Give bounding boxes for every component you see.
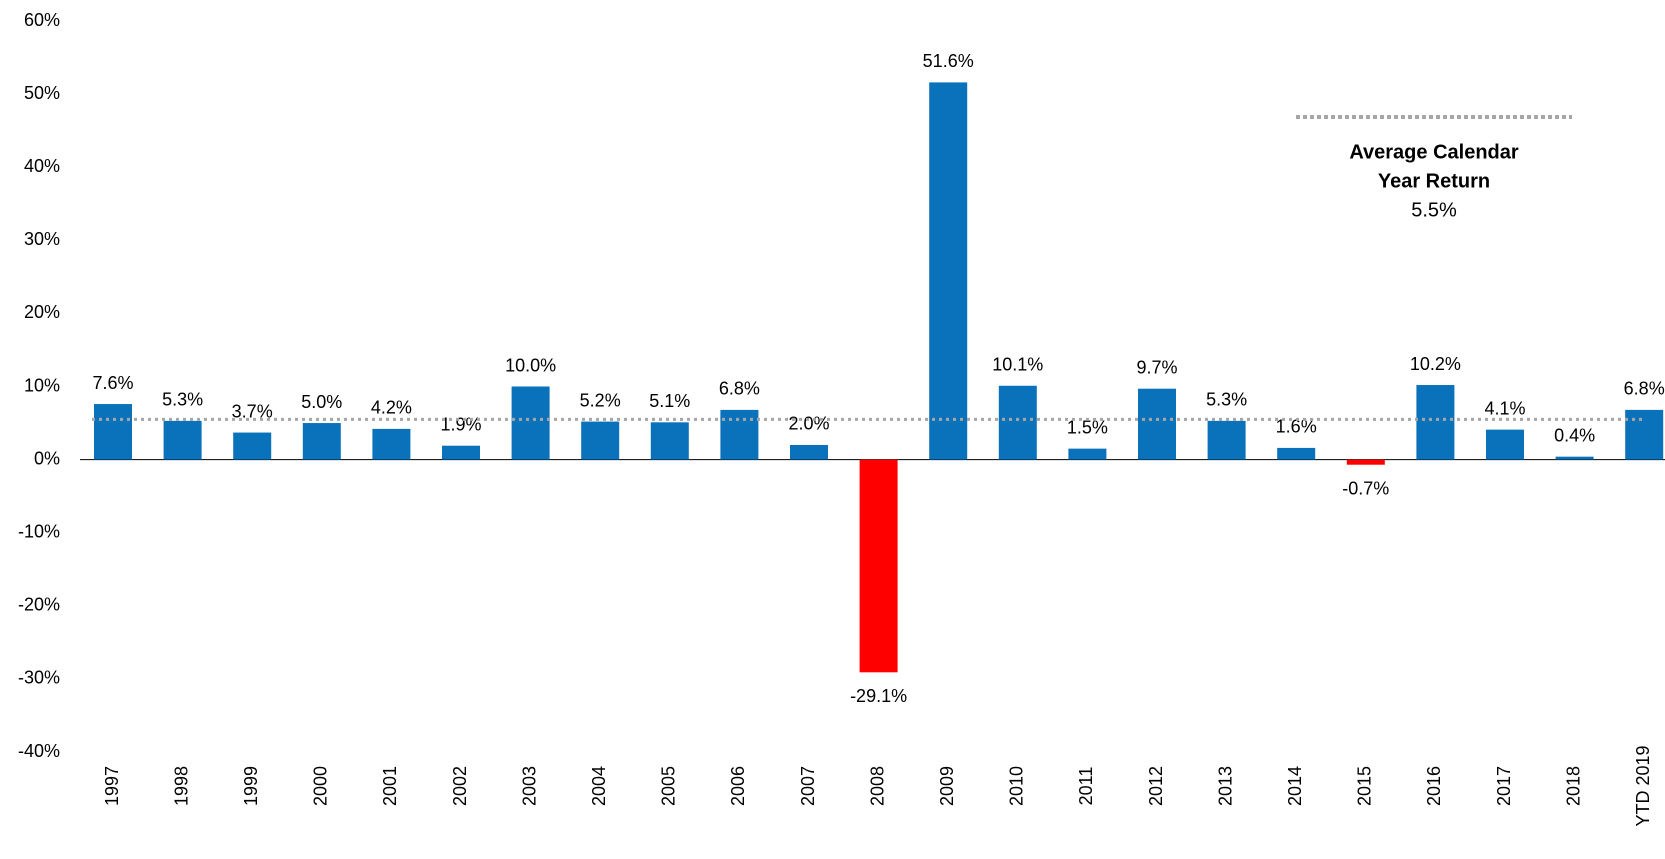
legend-label: Year Return <box>1378 170 1490 192</box>
value-label: 5.3% <box>162 390 203 410</box>
legend-label: Average Calendar <box>1349 141 1519 163</box>
bar <box>442 445 480 460</box>
bar <box>1486 429 1524 460</box>
bar <box>998 385 1037 460</box>
value-label: 1.5% <box>1067 417 1108 437</box>
y-tick-label: 20% <box>24 302 60 322</box>
x-tick-label: 1998 <box>171 766 191 806</box>
value-label: 5.3% <box>1206 390 1247 410</box>
bar <box>1277 447 1316 460</box>
x-tick-label: 2003 <box>519 766 539 806</box>
x-tick-label: 1997 <box>102 766 122 806</box>
x-tick-label: 2017 <box>1494 766 1514 806</box>
x-tick-label: 2002 <box>450 766 470 806</box>
bar <box>1555 456 1594 460</box>
value-label: 1.9% <box>440 414 481 434</box>
value-label: 5.1% <box>649 391 690 411</box>
value-label: 2.0% <box>788 414 829 434</box>
bar <box>1068 448 1107 460</box>
bar <box>859 459 898 673</box>
bar <box>94 404 132 460</box>
x-tick-label: 2004 <box>589 766 609 806</box>
y-tick-label: 60% <box>24 10 60 30</box>
x-tick-label: 2011 <box>1076 767 1096 806</box>
y-tick-label: 30% <box>24 229 60 249</box>
x-tick-label: 2013 <box>1215 766 1235 806</box>
value-label: 0.4% <box>1554 425 1595 445</box>
y-tick-label: -40% <box>18 741 60 761</box>
value-label: 4.1% <box>1484 398 1525 418</box>
value-label: 4.2% <box>371 398 412 418</box>
y-tick-label: -20% <box>18 595 60 615</box>
bar <box>1346 459 1385 465</box>
x-tick-label: 2000 <box>311 766 331 806</box>
y-tick-label: -10% <box>18 521 60 541</box>
bar <box>929 82 968 460</box>
x-tick-label: 2015 <box>1355 766 1375 806</box>
value-label: 10.1% <box>992 355 1043 375</box>
x-tick-label: 2005 <box>659 766 679 806</box>
x-tick-label: 2010 <box>1007 766 1027 806</box>
x-tick-label: 2001 <box>380 766 400 806</box>
x-tick-label: 2016 <box>1424 766 1444 806</box>
legend-value: 5.5% <box>1411 199 1457 221</box>
bar <box>1207 420 1246 460</box>
value-label: 10.0% <box>505 355 556 375</box>
bar <box>1625 409 1664 460</box>
bar <box>790 444 828 460</box>
bar <box>720 409 759 460</box>
value-label: 51.6% <box>923 51 974 71</box>
x-tick-label: 2014 <box>1285 766 1305 806</box>
y-tick-label: -30% <box>18 668 60 688</box>
x-tick-label: YTD 2019 <box>1633 745 1653 826</box>
bar <box>233 432 272 460</box>
x-tick-label: 2018 <box>1563 766 1583 806</box>
x-tick-label: 1999 <box>241 766 261 806</box>
value-label: 7.6% <box>92 373 133 393</box>
x-tick-label: 2012 <box>1146 766 1166 806</box>
value-label: 5.2% <box>580 390 621 410</box>
bar <box>302 423 341 460</box>
bar <box>1416 385 1455 460</box>
bar <box>511 386 550 460</box>
value-label: 10.2% <box>1410 354 1461 374</box>
bar <box>650 422 689 460</box>
x-tick-label: 2007 <box>798 766 818 806</box>
x-tick-label: 2008 <box>867 766 887 806</box>
x-tick-label: 2009 <box>937 766 957 806</box>
bar <box>163 420 202 460</box>
bar <box>581 421 620 460</box>
x-tick-label: 2006 <box>728 766 748 806</box>
bar <box>1138 388 1176 460</box>
value-label: 6.8% <box>1624 379 1665 399</box>
value-label: -0.7% <box>1342 478 1389 498</box>
value-label: 9.7% <box>1136 357 1177 377</box>
value-label: 6.8% <box>719 379 760 399</box>
y-tick-label: 40% <box>24 156 60 176</box>
bar <box>372 428 411 460</box>
value-label: 3.7% <box>232 401 273 421</box>
value-label: 5.0% <box>301 392 342 412</box>
value-label: 1.6% <box>1276 417 1317 437</box>
value-label: -29.1% <box>850 686 907 706</box>
y-tick-label: 0% <box>34 448 60 468</box>
y-tick-label: 10% <box>24 375 60 395</box>
y-tick-label: 50% <box>24 83 60 103</box>
